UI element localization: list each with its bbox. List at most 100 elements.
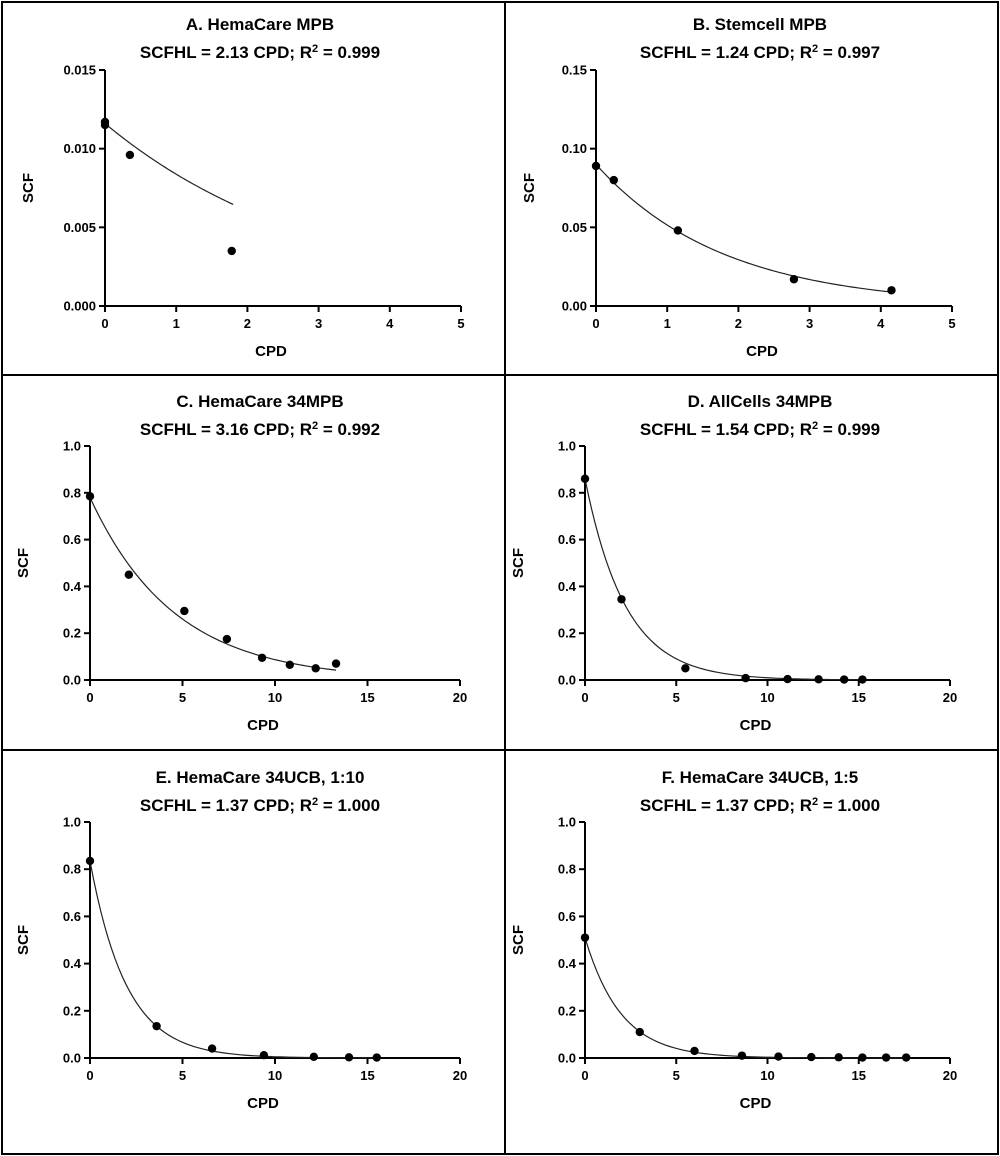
data-point <box>690 1046 699 1056</box>
data-point <box>85 492 95 501</box>
data-point <box>580 933 590 942</box>
x-axis-label: CPD <box>746 343 778 360</box>
x-tick-label: 10 <box>268 1068 282 1083</box>
data-point <box>814 675 823 684</box>
y-tick-label: 0.10 <box>562 141 587 156</box>
data-point <box>372 1053 381 1062</box>
axes <box>84 445 461 686</box>
fit-curve <box>89 497 337 671</box>
x-tick-label: 5 <box>673 690 680 705</box>
x-tick-label: 15 <box>852 1068 866 1083</box>
y-tick-label: 0.015 <box>63 63 96 78</box>
data-point <box>617 595 626 604</box>
x-tick-label: 3 <box>806 316 813 331</box>
y-tick-label: 0.4 <box>558 579 577 594</box>
x-axis-label: CPD <box>740 1095 772 1112</box>
x-tick-label: 5 <box>673 1068 680 1083</box>
x-tick-label: 0 <box>101 316 108 331</box>
panel-a: A. HemaCare MPB SCFHL = 2.13 CPD; R2 = 0.… <box>20 15 465 360</box>
panel-f: F. HemaCare 34UCB, 1:5 SCFHL = 1.37 CPD; … <box>510 768 957 1112</box>
x-tick-label: 1 <box>173 316 180 331</box>
data-point <box>309 1052 319 1062</box>
fit-curve <box>104 123 234 205</box>
data-point <box>152 1021 161 1031</box>
x-tick-label: 15 <box>852 690 866 705</box>
x-tick-label: 0 <box>581 1068 588 1083</box>
y-tick-label: 0.8 <box>63 485 81 500</box>
data-point <box>834 1053 843 1062</box>
y-tick-label: 1.0 <box>63 439 81 454</box>
data-point <box>839 675 849 684</box>
x-axis-label: CPD <box>247 1095 279 1112</box>
y-tick-label: 0.005 <box>63 220 96 235</box>
y-tick-label: 0.4 <box>63 579 82 594</box>
data-point <box>783 674 792 684</box>
data-point <box>881 1053 891 1062</box>
panel-c: C. HemaCare 34MPB SCFHL = 3.16 CPD; R2 = … <box>15 392 467 734</box>
axes <box>99 69 462 312</box>
y-tick-label: 1.0 <box>558 815 576 830</box>
axes <box>84 821 461 1064</box>
panel-subtitle: SCFHL = 1.24 CPD; R2 = 0.997 <box>640 43 880 62</box>
panel-title: C. HemaCare 34MPB <box>176 392 343 411</box>
x-tick-label: 5 <box>179 1068 186 1083</box>
x-tick-label: 0 <box>86 690 93 705</box>
x-tick-label: 3 <box>315 316 322 331</box>
y-tick-label: 1.0 <box>63 815 81 830</box>
x-tick-label: 10 <box>268 690 282 705</box>
y-tick-label: 0.8 <box>558 485 576 500</box>
data-point <box>887 286 896 295</box>
y-tick-label: 0.2 <box>63 626 81 641</box>
y-axis-label: SCF <box>510 925 527 955</box>
y-tick-label: 0.4 <box>63 956 82 971</box>
data-point <box>789 275 799 284</box>
x-tick-label: 1 <box>664 316 671 331</box>
x-tick-label: 15 <box>360 690 374 705</box>
data-point <box>609 175 618 185</box>
y-tick-label: 0.8 <box>558 862 576 877</box>
panel-title: A. HemaCare MPB <box>186 15 334 34</box>
data-point <box>681 664 690 673</box>
data-point <box>331 659 341 668</box>
panel-b: B. Stemcell MPB SCFHL = 1.24 CPD; R2 = 0.… <box>521 15 956 360</box>
data-point <box>858 1053 867 1062</box>
y-tick-label: 0.15 <box>562 63 587 78</box>
y-tick-label: 0.000 <box>63 299 96 314</box>
data-point <box>311 664 320 673</box>
fit-curve <box>89 860 377 1059</box>
data-point <box>259 1050 269 1060</box>
x-tick-label: 5 <box>948 316 955 331</box>
y-tick-label: 0.2 <box>63 1003 81 1018</box>
panel-title: D. AllCells 34MPB <box>688 392 833 411</box>
data-point <box>344 1053 354 1062</box>
y-tick-label: 0.4 <box>558 956 577 971</box>
data-point <box>125 150 135 160</box>
data-point <box>635 1027 644 1037</box>
data-point <box>807 1052 816 1062</box>
data-point <box>227 246 236 256</box>
y-tick-label: 0.6 <box>63 532 81 547</box>
y-tick-label: 0.0 <box>558 673 576 688</box>
y-tick-label: 0.2 <box>558 1003 576 1018</box>
y-tick-label: 0.010 <box>63 141 96 156</box>
y-axis-label: SCF <box>15 925 32 955</box>
x-tick-label: 20 <box>453 690 467 705</box>
panels: A. HemaCare MPB SCFHL = 2.13 CPD; R2 = 0.… <box>15 15 957 1112</box>
fit-curve <box>595 163 892 293</box>
x-axis-label: CPD <box>247 717 279 734</box>
y-tick-label: 0.2 <box>558 626 576 641</box>
y-tick-label: 0.0 <box>558 1051 576 1066</box>
data-point <box>591 161 601 171</box>
x-tick-label: 4 <box>877 316 885 331</box>
data-point <box>180 606 189 616</box>
y-tick-label: 0.05 <box>562 220 587 235</box>
panel-title: B. Stemcell MPB <box>693 15 827 34</box>
y-tick-label: 1.0 <box>558 439 576 454</box>
x-tick-label: 0 <box>592 316 599 331</box>
data-point <box>858 675 867 684</box>
x-tick-label: 4 <box>386 316 394 331</box>
data-point <box>774 1052 783 1061</box>
y-tick-label: 0.6 <box>63 909 81 924</box>
x-tick-label: 0 <box>581 690 588 705</box>
